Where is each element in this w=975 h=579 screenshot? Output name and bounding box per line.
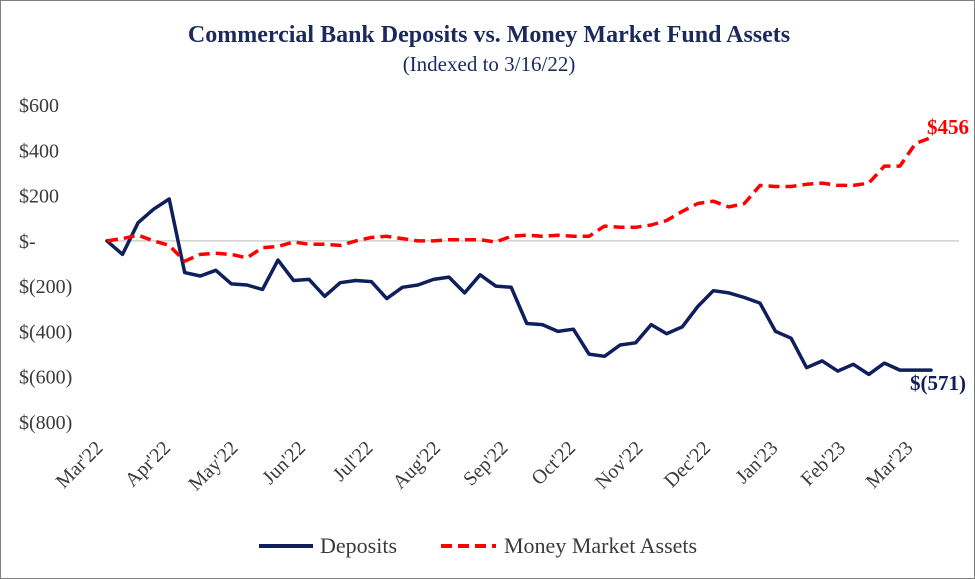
- x-tick-label: Sep'22: [459, 437, 512, 490]
- money-market-line: [106, 135, 932, 263]
- x-tick-label: Feb'23: [797, 437, 850, 490]
- money-market-end-label: $456: [927, 115, 969, 139]
- y-tick-label: $400: [19, 140, 59, 162]
- legend-label-money-market: Money Market Assets: [504, 533, 697, 558]
- y-tick-label: $(600): [19, 367, 72, 389]
- x-tick-label: Oct'22: [527, 437, 580, 490]
- chart-subtitle: (Indexed to 3/16/22): [403, 52, 576, 76]
- legend: Deposits Money Market Assets: [259, 533, 697, 558]
- legend-label-deposits: Deposits: [320, 533, 397, 558]
- y-tick-label: $(400): [19, 321, 72, 343]
- x-axis: Mar'22 Apr'22 May'22 Jun'22 Jul'22 Aug'22 Sep'…: [52, 437, 918, 495]
- end-labels: $(571) $456: [910, 115, 969, 395]
- x-tick-label: May'22: [184, 437, 242, 495]
- x-tick-label: Mar'22: [52, 437, 108, 493]
- x-tick-label: Nov'22: [591, 437, 648, 494]
- y-tick-label: $200: [19, 186, 59, 208]
- y-tick-label: $-: [19, 231, 36, 253]
- y-tick-label: $(200): [19, 276, 72, 298]
- x-tick-label: Dec'22: [660, 437, 715, 492]
- deposits-end-label: $(571): [910, 371, 966, 395]
- y-tick-label: $(800): [19, 412, 72, 434]
- x-tick-label: Jan'23: [731, 437, 782, 488]
- y-axis: $600 $400 $200 $- $(200) $(400) $(600) $(800): [19, 95, 72, 434]
- x-tick-label: Mar'23: [862, 437, 918, 493]
- y-tick-label: $600: [19, 95, 59, 117]
- chart-title: Commercial Bank Deposits vs. Money Marke…: [188, 22, 790, 48]
- x-tick-label: Jun'22: [258, 437, 310, 489]
- x-tick-label: Apr'22: [121, 437, 175, 491]
- x-tick-label: Aug'22: [388, 437, 445, 494]
- plot-area: [105, 135, 959, 377]
- x-tick-label: Jul'22: [329, 437, 378, 486]
- deposits-line: [105, 197, 933, 377]
